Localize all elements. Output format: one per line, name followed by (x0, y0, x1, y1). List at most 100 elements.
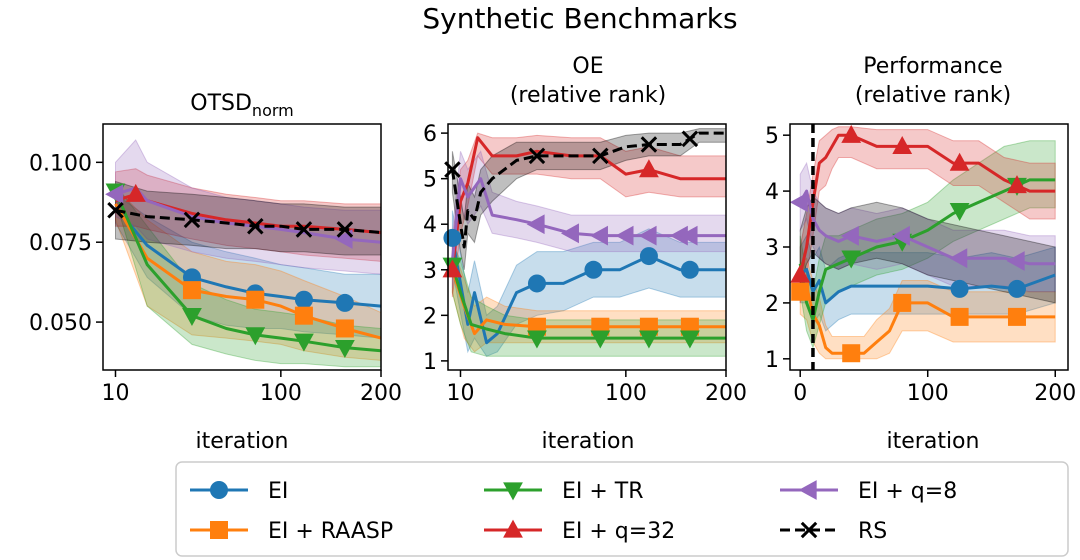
panel-oe-band-ei-q-32 (451, 132, 726, 298)
panel-performance-ytick-label-2: 3 (765, 236, 779, 261)
panel-oe-marker-ei-tr-4 (679, 330, 700, 349)
panel-performance-marker-ei-1 (1007, 279, 1026, 298)
panel-oe-marker-rs-1 (528, 147, 546, 165)
legend: EI EI + TR EI + q=8 EI + RAASP EI + q=32 RS (175, 461, 1069, 557)
panel-otsd-marker-ei-tr-1 (182, 308, 202, 327)
panel-performance-marker-ei-tr-0 (841, 250, 862, 269)
legend-marker-ei-q-32 (503, 519, 523, 538)
panel-performance-ytick-label-4: 5 (765, 124, 779, 149)
panel-oe-line-ei-q-32 (450, 136, 726, 270)
panel-performance-marker-ei-q-8-1 (840, 225, 859, 246)
panel-performance-xtick-label-1: 100 (907, 381, 949, 406)
legend-marker-ei (210, 481, 228, 499)
panel-performance-marker-ei-tr-2 (949, 203, 970, 222)
panel-oe-xtick-label-1: 100 (605, 381, 647, 406)
panel-otsd-xtick-label-0: 10 (101, 381, 129, 406)
panel-oe-line-rs (450, 131, 726, 249)
panel-otsd-ytick-label-0: 0.050 (29, 311, 92, 336)
legend-frame (175, 461, 1069, 557)
panel-oe-ytick-label-2: 3 (423, 259, 437, 284)
panel-otsd-band-ei-raasp (115, 186, 381, 361)
legend-marker-rs (800, 521, 818, 539)
panel-performance-marker-ei-q-8-4 (1006, 251, 1025, 271)
panel-oe-marker-rs-4 (681, 130, 699, 148)
panel-otsd-marker-ei-tr-3 (294, 333, 314, 352)
panel-performance-marker-ei-raasp-0 (791, 282, 810, 301)
legend-label-ei-q-8: EI + q=8 (858, 479, 957, 504)
panel-oe-marker-rs-2 (592, 147, 609, 165)
panel-performance-marker-ei-raasp-2 (893, 293, 912, 312)
legend-label-rs: RS (858, 519, 887, 544)
panel-performance-subtitle: (relative rank) (855, 83, 1011, 108)
panel-otsd-band-ei-tr (115, 183, 381, 368)
panel-otsd-marker-ei-raasp-1 (246, 290, 265, 309)
legend-label-ei-tr: EI + TR (562, 479, 644, 504)
panel-oe-subtitle: (relative rank) (510, 83, 666, 108)
panel-performance-marker-ei-q-8-0 (789, 192, 808, 213)
panel-otsd-marker-ei-3 (335, 293, 354, 312)
panel-oe-marker-ei-4 (680, 260, 699, 279)
legend-item-rs: RS (780, 519, 887, 544)
panel-performance-line-ei-q-8 (798, 189, 1056, 266)
panel-otsd: OTSDnorm 10 100 200 0.050 0.075 0.100 iterati… (29, 91, 402, 454)
panel-performance-marker-ei-q-32-3 (949, 152, 970, 171)
panel-otsd-ytick-label-1: 0.075 (29, 231, 92, 256)
panel-oe-marker-ei-1 (527, 274, 546, 293)
panel-oe-marker-ei-q-8-6 (679, 225, 698, 246)
legend-item-ei-raasp: EI + RAASP (190, 519, 393, 544)
panel-otsd-marker-rs-2 (247, 217, 264, 235)
panel-oe-ytick-label-0: 1 (423, 350, 437, 375)
panel-performance-ytick-label-3: 4 (765, 180, 779, 205)
panel-otsd-band-rs (115, 180, 381, 256)
panel-oe-marker-rs-3 (640, 136, 658, 153)
panel-otsd-marker-ei-tr-4 (334, 339, 355, 358)
legend-item-ei-q-8: EI + q=8 (780, 479, 957, 504)
panel-otsd-xlabel: iteration (196, 429, 289, 454)
panel-otsd-marker-ei-raasp-2 (294, 306, 313, 325)
legend-marker-ei-raasp (210, 521, 228, 539)
panel-oe-xtick-label-0: 10 (446, 381, 474, 406)
panel-performance-line-ei-q-32 (798, 133, 1056, 276)
panel-performance-xtick-label-2: 200 (1034, 381, 1076, 406)
panel-oe-ytick-label-5: 6 (423, 122, 437, 147)
panel-oe-marker-ei-q-8-3 (615, 225, 634, 246)
panel-performance-xtick-label-0: 0 (793, 381, 807, 406)
panel-oe-marker-ei-tr-1 (527, 330, 547, 349)
panel-oe-band-ei-q-8 (451, 150, 726, 289)
panel-otsd-xtick-label-1: 100 (260, 381, 302, 406)
panel-performance-marker-ei-0 (950, 279, 969, 298)
panel-oe-xlabel: iteration (542, 429, 635, 454)
panel-performance-title: Performance (863, 54, 1002, 79)
panel-oe-plot: 10 100 200 1 2 3 4 5 6 (423, 122, 747, 406)
legend-label-ei: EI (268, 479, 288, 504)
panel-otsd-title-sub: norm (252, 101, 294, 120)
panel-oe-marker-ei-tr-2 (590, 330, 611, 349)
panel-oe-marker-ei-q-32-1 (639, 159, 659, 178)
legend-label-ei-raasp: EI + RAASP (268, 519, 393, 544)
panel-otsd-marker-ei-tr-2 (245, 327, 266, 346)
panel-oe-frame (447, 123, 727, 371)
panel-oe-title: OE (572, 54, 603, 79)
panel-performance-line-ei-tr (798, 178, 1056, 322)
panel-oe-marker-ei-2 (584, 260, 603, 279)
panel-performance-marker-ei-raasp-3 (950, 307, 969, 326)
panel-otsd-ytick-label-2: 0.100 (29, 151, 92, 176)
legend-label-ei-q-32: EI + q=32 (562, 519, 675, 544)
panel-otsd-marker-rs-4 (336, 221, 354, 238)
panel-oe-marker-ei-q-8-2 (589, 225, 608, 246)
legend-item-ei-tr: EI + TR (484, 479, 644, 504)
panel-otsd-frame (102, 123, 382, 371)
panel-oe-marker-ei-q-8-1 (560, 223, 579, 244)
panel-performance-marker-ei-q-32-4 (1007, 175, 1027, 194)
panel-performance-xlabel: iteration (887, 429, 980, 454)
panel-otsd-title-main: OTSD (190, 91, 252, 116)
legend-item-ei-q-32: EI + q=32 (484, 519, 675, 544)
panel-performance-band-rs (799, 195, 1056, 304)
panel-performance-marker-ei-q-8-3 (949, 248, 968, 269)
panel-oe-xtick-label-2: 200 (705, 381, 747, 406)
panel-otsd-plot: 10 100 200 0.050 0.075 0.100 (29, 123, 402, 406)
panel-oe: OE (relative rank) 10 100 200 1 2 3 4 5 6 iterat… (423, 54, 747, 454)
panel-otsd-marker-ei-raasp-3 (335, 319, 354, 338)
panel-performance-ytick-label-1: 2 (765, 292, 779, 317)
